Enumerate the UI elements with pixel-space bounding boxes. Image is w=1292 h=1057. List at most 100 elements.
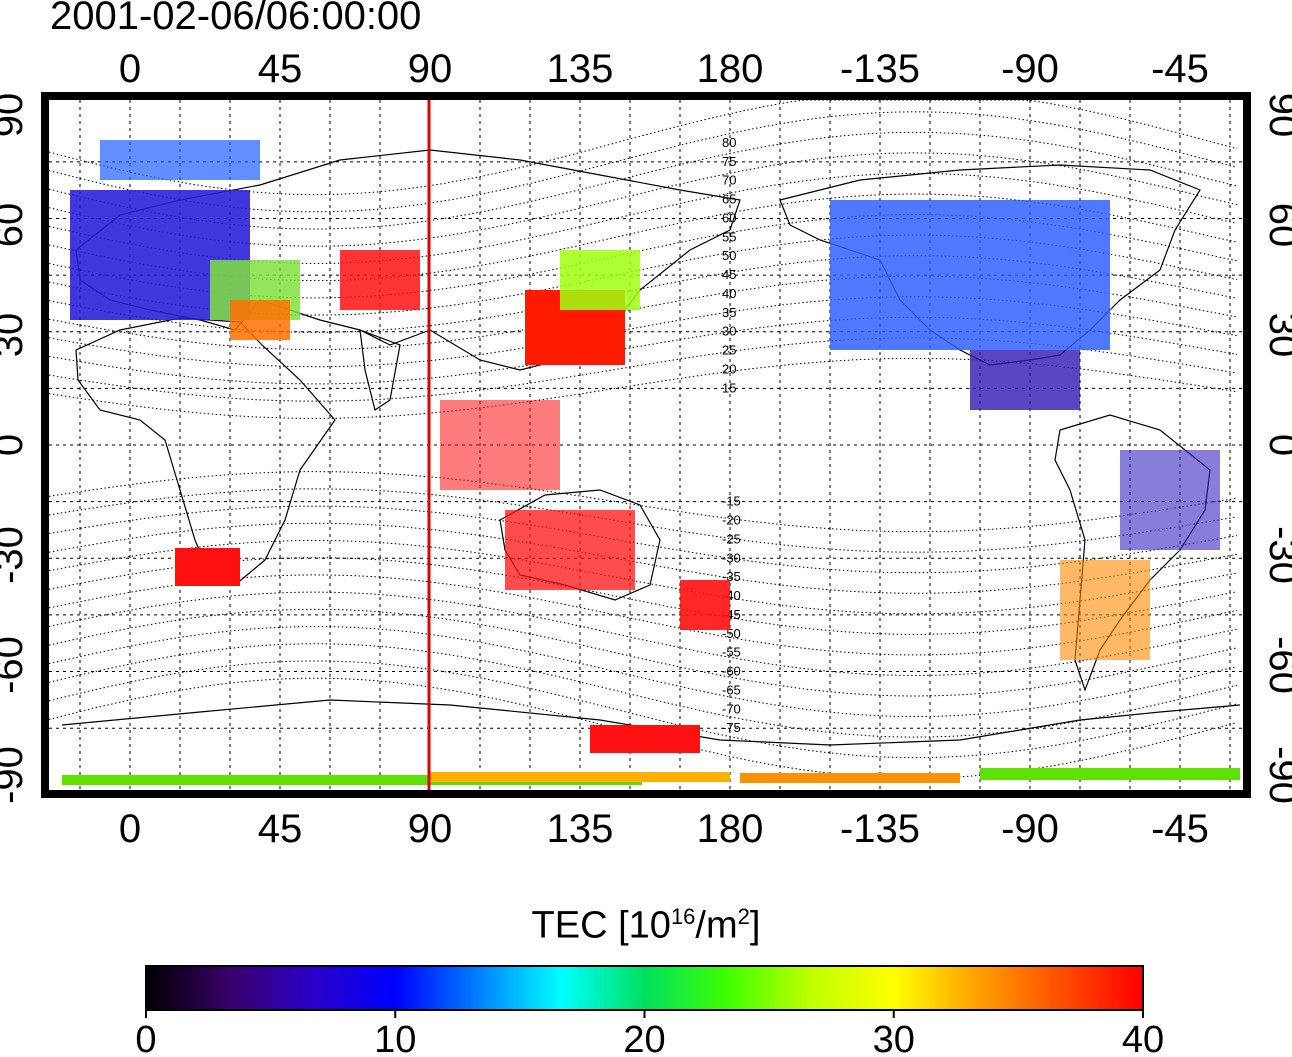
tec-patch-antarctic-4 (740, 773, 960, 783)
x-tick-label: 45 (258, 807, 303, 851)
contour-label: -15 (722, 494, 741, 509)
y-tick-label: -30 (0, 526, 31, 584)
contour-label: 25 (722, 343, 736, 358)
contour-line (48, 557, 1238, 635)
x-tick-label: 90 (408, 47, 453, 91)
y-tick-label: 30 (0, 313, 31, 358)
contour-label: -65 (722, 682, 741, 697)
contour-label: -55 (722, 645, 741, 660)
contour-label: 40 (722, 286, 736, 301)
contour-label: 45 (722, 267, 736, 282)
tec-patch-north-america (830, 200, 1110, 350)
contour-label: 15 (722, 380, 736, 395)
x-tick-label: 135 (547, 807, 614, 851)
contour-line (48, 591, 1238, 677)
tec-patch-nz (680, 580, 730, 630)
contour-line (48, 608, 1238, 697)
y-tick-label: -60 (1261, 636, 1292, 694)
tec-patch-antarctic-1 (590, 725, 700, 753)
y-tick-label: -90 (0, 746, 31, 804)
y-tick-label: 90 (0, 93, 31, 138)
y-tick-label: -60 (0, 636, 31, 694)
tec-patch-central-america (970, 350, 1080, 410)
tec-patch-patagonia (1060, 560, 1150, 660)
frame-right-bar (1243, 92, 1251, 798)
x-tick-label: -90 (1001, 807, 1059, 851)
tec-patch-south-america (1120, 450, 1220, 550)
tec-patch-central-asia (340, 250, 420, 310)
tec-patch-antarctic-5 (980, 768, 1240, 780)
tec-patch-japan (560, 250, 640, 310)
y-tick-label: 90 (1261, 93, 1292, 138)
contour-line (48, 275, 1238, 350)
colorbar-tick-label: 40 (1122, 1019, 1164, 1057)
colorbar-tick-label: 10 (374, 1019, 416, 1057)
contour-label: -25 (722, 531, 741, 546)
contour-label: -20 (722, 513, 741, 528)
tec-patch-australia (505, 510, 635, 590)
x-tick-label: 90 (408, 807, 453, 851)
contour-label: 50 (722, 248, 736, 263)
contour-label: -60 (722, 664, 741, 679)
x-tick-label: -135 (840, 47, 920, 91)
contour-label: 80 (722, 135, 736, 150)
contour-label: 20 (722, 361, 736, 376)
y-tick-label: 60 (1261, 203, 1292, 248)
y-tick-label: 0 (0, 434, 31, 456)
frame-bottom-bar (45, 790, 1247, 798)
x-tick-label: 180 (697, 47, 764, 91)
x-tick-label: 135 (547, 47, 614, 91)
x-tick-label: -90 (1001, 47, 1059, 91)
x-tick-label: -45 (1151, 47, 1209, 91)
colorbar-title-prefix: TEC [10 (531, 904, 671, 947)
contour-line (48, 111, 1238, 213)
tec-patch-antarctic-2 (62, 775, 642, 785)
y-axis-left-ticks: 90 60 30 0 -30 -60 -90 (0, 93, 31, 804)
y-tick-label: -30 (1261, 526, 1292, 584)
x-tick-label: -135 (840, 807, 920, 851)
tec-data-patches (62, 140, 1240, 785)
x-tick-label: 0 (119, 47, 141, 91)
contour-line (48, 522, 1238, 594)
contour-label: 30 (722, 324, 736, 339)
tec-patch-se-asia (440, 400, 560, 490)
tec-patch-south-africa (175, 548, 240, 586)
contour-line (48, 99, 1238, 196)
contour-label: 70 (722, 173, 736, 188)
colorbar-tick-label: 20 (623, 1019, 665, 1057)
colorbar-title-exp2: 2 (737, 904, 750, 929)
tec-patch-north-atlantic (100, 140, 260, 180)
y-tick-label: 0 (1261, 434, 1292, 456)
colorbar-title-exp1: 16 (670, 904, 696, 929)
colorbar-tick-label: 0 (135, 1019, 156, 1057)
x-axis-bottom-ticks: 0 45 90 135 180 -135 -90 -45 (119, 807, 1209, 851)
colorbar-ticks: 0 10 20 30 40 (135, 1010, 1164, 1057)
colorbar-title-mid: /m (695, 904, 738, 947)
y-axis-right-ticks: 90 60 30 0 -30 -60 -90 (1261, 93, 1292, 804)
map-timestamp: 2001-02-06/06:00:00 (50, 0, 422, 38)
contour-label: -70 (722, 701, 741, 716)
contour-line (48, 643, 1238, 738)
colorbar (145, 965, 1144, 1011)
y-tick-label: -90 (1261, 746, 1292, 804)
x-tick-label: 45 (258, 47, 303, 91)
x-axis-top-ticks: 0 45 90 135 180 -135 -90 -45 (119, 47, 1209, 91)
x-tick-label: 0 (119, 807, 141, 851)
contour-line (48, 626, 1238, 717)
contour-label: 35 (722, 305, 736, 320)
colorbar-title-suffix: ] (749, 904, 761, 947)
tec-patch-antarctic-3 (430, 772, 730, 782)
x-tick-label: 180 (697, 807, 764, 851)
contour-line (48, 540, 1238, 615)
tec-patch-europe-south (230, 300, 290, 340)
frame-top-bar (45, 92, 1247, 100)
frame-left-bar (41, 92, 49, 798)
contour-label: -30 (722, 550, 741, 565)
contour-label: 55 (722, 229, 736, 244)
contour-label: 65 (722, 192, 736, 207)
contour-label: -75 (722, 720, 741, 735)
contour-label: 75 (722, 154, 736, 169)
y-tick-label: 60 (0, 203, 31, 248)
x-tick-label: -45 (1151, 807, 1209, 851)
